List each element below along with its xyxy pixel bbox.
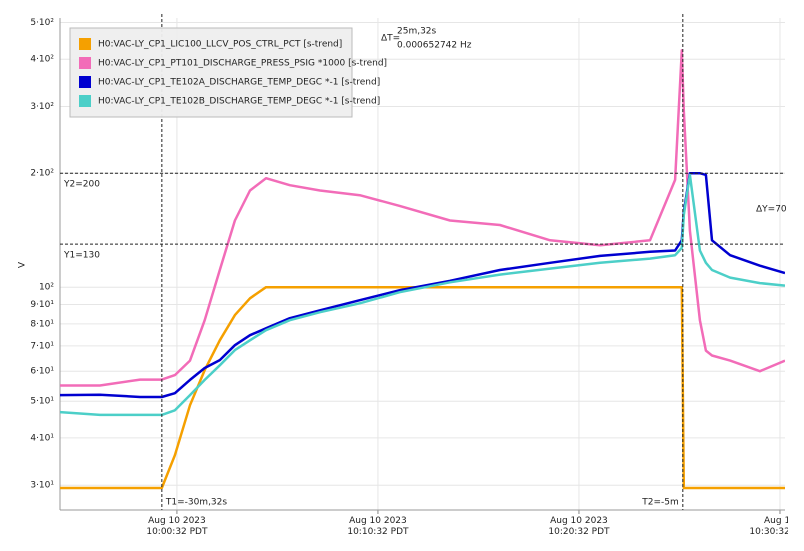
x-tick-label-line: 10:20:32 PDT bbox=[548, 527, 610, 537]
delta-t-duration: 25m,32s bbox=[397, 27, 437, 37]
x-tick-label: Aug 10 2023 10:20:32 PDT bbox=[548, 516, 610, 537]
legend-swatch bbox=[79, 38, 91, 50]
y-tick-label: 2·10² bbox=[30, 169, 54, 179]
y-cursor-label: Y2=200 bbox=[63, 180, 100, 190]
x-tick-label-line: 10:10:32 PDT bbox=[347, 527, 409, 537]
y-axis-label: V bbox=[18, 261, 28, 268]
x-tick-label-line: Aug 10 2023 bbox=[148, 516, 206, 526]
y-tick-label: 10² bbox=[39, 283, 54, 293]
x-tick-label: Aug 10 2023 10:00:32 PDT bbox=[146, 516, 208, 537]
series-line bbox=[60, 171, 785, 399]
y-tick-label: 4·10² bbox=[30, 55, 54, 65]
y-tick-label: 9·10¹ bbox=[30, 300, 54, 310]
y-tick-label: 8·10¹ bbox=[30, 319, 54, 329]
series-line bbox=[60, 285, 785, 490]
series-line bbox=[60, 49, 785, 387]
legend-swatch bbox=[79, 95, 91, 107]
legend-label: H0:VAC-LY_CP1_TE102A_DISCHARGE_TEMP_DEGC… bbox=[98, 78, 380, 88]
x-tick-label: Aug 10 2023 10:10:32 PDT bbox=[347, 516, 409, 537]
y-tick-label: 5·10¹ bbox=[30, 397, 54, 407]
y-tick-label: 5·10² bbox=[30, 18, 54, 28]
series-line bbox=[60, 173, 785, 417]
legend-swatch bbox=[79, 76, 91, 88]
y-tick-label: 4·10¹ bbox=[30, 433, 54, 443]
delta-y-label: ΔY=70 bbox=[756, 205, 787, 215]
x-cursor-label: T1=-30m,32s bbox=[165, 498, 228, 508]
y-tick-label: 3·10² bbox=[30, 102, 54, 112]
x-tick-label-line: Aug 10 2023 bbox=[550, 516, 608, 526]
y-tick-label: 6·10¹ bbox=[30, 367, 54, 377]
delta-t-label: ΔT= bbox=[381, 34, 400, 44]
legend-box bbox=[69, 27, 353, 118]
y-tick-label: 7·10¹ bbox=[30, 341, 54, 351]
x-tick-label-line: 10:30:32 PDT bbox=[749, 527, 804, 537]
y-cursor-label: Y1=130 bbox=[63, 251, 100, 261]
y-tick-label: 3·10¹ bbox=[30, 481, 54, 491]
legend-label: H0:VAC-LY_CP1_TE102B_DISCHARGE_TEMP_DEGC… bbox=[98, 97, 380, 107]
legend-swatch bbox=[79, 57, 91, 69]
legend-label: H0:VAC-LY_CP1_LIC100_LLCV_POS_CTRL_PCT [… bbox=[98, 40, 342, 50]
delta-t-frequency: 0.000652742 Hz bbox=[397, 41, 472, 51]
x-cursor-label: T2=-5m bbox=[641, 498, 679, 508]
x-tick-label-line: Aug 10 bbox=[764, 516, 796, 526]
x-tick-label-line: Aug 10 2023 bbox=[349, 516, 407, 526]
legend-label: H0:VAC-LY_CP1_PT101_DISCHARGE_PRESS_PSIG… bbox=[98, 59, 387, 69]
x-tick-label-line: 10:00:32 PDT bbox=[146, 527, 208, 537]
